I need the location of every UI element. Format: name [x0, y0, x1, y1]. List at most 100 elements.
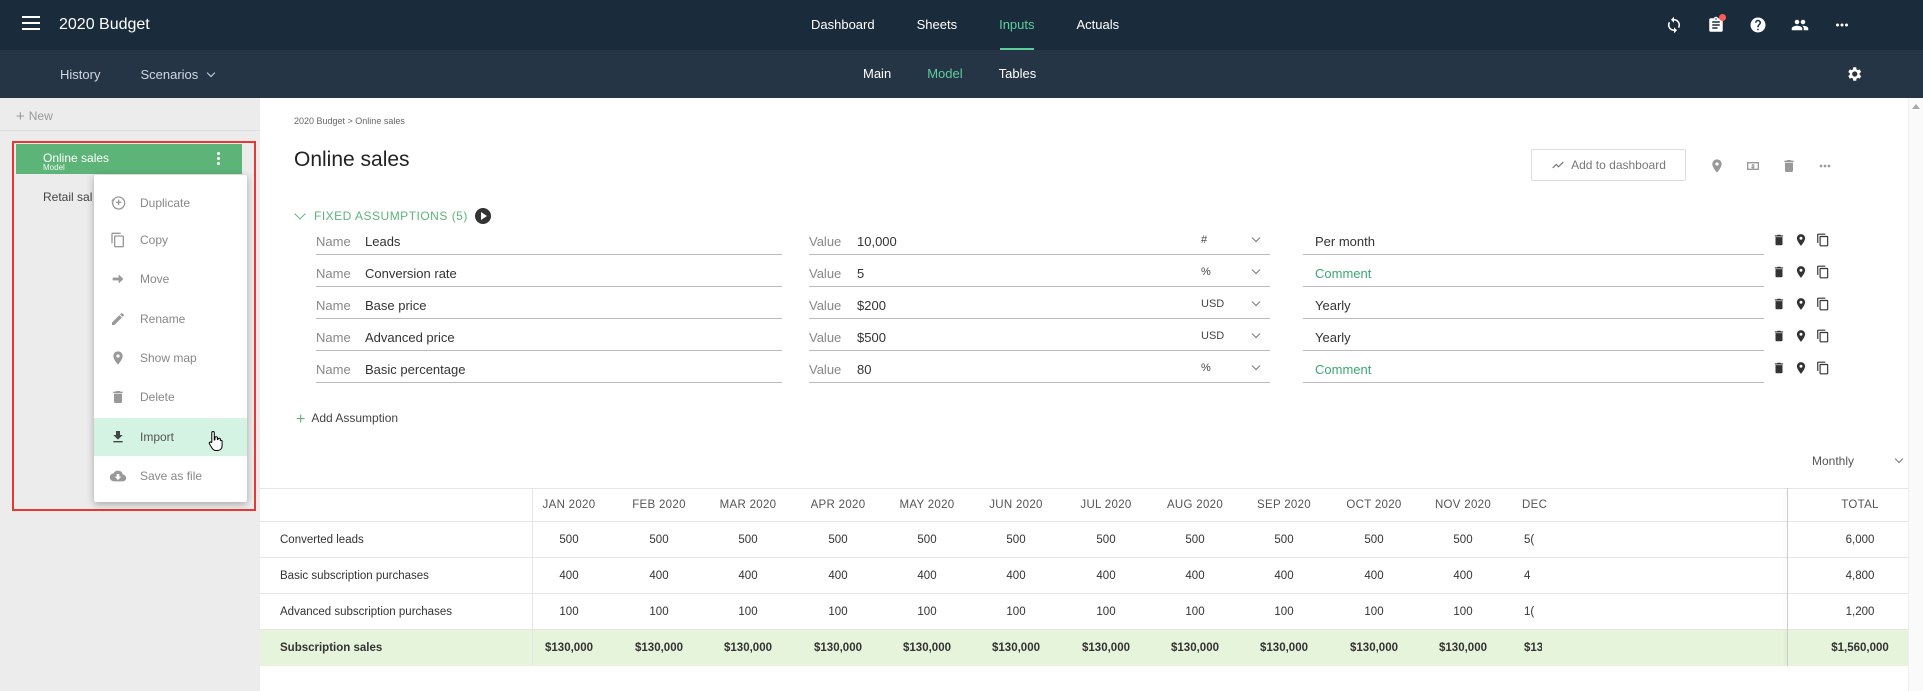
chevron-down-icon[interactable] [1251, 265, 1261, 275]
play-icon[interactable] [474, 208, 491, 224]
unit-select[interactable]: USD [1201, 298, 1225, 310]
fixed-assumptions-toggle[interactable]: FIXED ASSUMPTIONS (5) [294, 208, 491, 224]
menu-item-delete[interactable]: Delete [94, 379, 247, 415]
column-header: TOTAL [1841, 499, 1879, 511]
more-icon[interactable] [1813, 154, 1837, 178]
assumption-name-field[interactable]: Name Leads [316, 225, 782, 255]
menu-item-rename[interactable]: Rename [94, 301, 247, 337]
sync-icon[interactable] [1653, 0, 1695, 50]
pin-icon[interactable] [1792, 295, 1810, 313]
copy-icon[interactable] [1814, 295, 1832, 313]
top-bar-icons [1653, 0, 1863, 50]
nav-sheets[interactable]: Sheets [916, 17, 958, 32]
trash-icon[interactable] [1770, 327, 1788, 345]
trash-icon[interactable] [1770, 263, 1788, 281]
scroll-up-icon[interactable] [1912, 104, 1920, 109]
add-to-dashboard-button[interactable]: Add to dashboard [1531, 149, 1686, 181]
period-select[interactable]: Monthly [1812, 454, 1904, 468]
menu-item-import[interactable]: Import [94, 418, 247, 456]
menu-item-move[interactable]: Move [94, 261, 247, 297]
trash-icon[interactable] [1777, 154, 1801, 178]
scenarios-dropdown[interactable]: Scenarios [140, 67, 216, 82]
trash-icon[interactable] [1770, 295, 1788, 313]
gear-icon[interactable] [1845, 65, 1863, 83]
assumption-value-field[interactable]: Value $500 USD [809, 321, 1270, 351]
assumption-name-field[interactable]: Name Conversion rate [316, 257, 782, 287]
table-cell: $130,000 [1082, 642, 1130, 654]
table-cell: 500 [738, 533, 758, 546]
table-cell: 400 [1364, 569, 1384, 582]
column-header: MAY 2020 [899, 499, 955, 511]
users-icon[interactable] [1779, 0, 1821, 50]
assumption-value-field[interactable]: Value $200 USD [809, 289, 1270, 319]
assumption-comment-field[interactable]: Per month [1303, 225, 1764, 255]
add-assumption-button[interactable]: + Add Assumption [296, 411, 398, 429]
assumption-value-field[interactable]: Value 80% [809, 353, 1270, 383]
assumption-value: 80 [857, 362, 872, 377]
data-table: JAN 2020 FEB 2020 MAR 2020 APR 2020 MAY 2020… [260, 488, 1908, 666]
assumption-value-field[interactable]: Value 5% [809, 257, 1270, 287]
nav-inputs[interactable]: Inputs [978, 0, 1055, 50]
table-cell: 400 [559, 569, 579, 582]
unit-select[interactable]: % [1201, 266, 1211, 278]
nav-actuals[interactable]: Actuals [1076, 17, 1120, 32]
menu-item-copy[interactable]: Copy [94, 222, 247, 258]
tab-main[interactable]: Main [863, 66, 892, 81]
pin-icon[interactable] [1792, 327, 1810, 345]
table-cell: 100 [917, 605, 937, 618]
pencil-icon [112, 313, 124, 325]
history-link[interactable]: History [60, 66, 101, 82]
assumption-value: 10,000 [857, 234, 897, 249]
column-header: JAN 2020 [542, 499, 596, 511]
menu-item-duplicate[interactable]: Duplicate [94, 185, 247, 221]
unit-select[interactable]: USD [1201, 330, 1225, 342]
help-icon[interactable] [1737, 0, 1779, 50]
dollar-icon[interactable] [1741, 154, 1765, 178]
unit-select[interactable]: % [1201, 362, 1211, 374]
sidebar-item-retail-sales[interactable]: Retail sal [43, 190, 93, 204]
more-icon[interactable] [1821, 0, 1863, 50]
chevron-down-icon [1894, 454, 1904, 464]
trash-icon[interactable] [1770, 231, 1788, 249]
menu-item-show-map[interactable]: Show map [94, 340, 247, 376]
copy-icon[interactable] [1814, 263, 1832, 281]
pin-icon[interactable] [1792, 231, 1810, 249]
assumption-name-field[interactable]: Name Base price [316, 289, 782, 319]
copy-icon[interactable] [1814, 359, 1832, 377]
chevron-down-icon[interactable] [1251, 361, 1261, 371]
table-cell: 100 [738, 605, 758, 618]
pin-icon[interactable] [1792, 263, 1810, 281]
assumption-comment-field[interactable]: Yearly [1303, 289, 1764, 319]
sidebar-item-online-sales[interactable]: Online sales Model [16, 144, 242, 174]
new-button[interactable]: + New [16, 108, 53, 125]
notifications-icon[interactable] [1695, 0, 1737, 50]
assumption-comment-field[interactable]: Comment [1303, 257, 1764, 287]
menu-item-save-as-file[interactable]: Save as file [94, 458, 247, 494]
pin-icon[interactable] [1705, 154, 1729, 178]
vertical-scrollbar[interactable] [1908, 98, 1923, 691]
pin-icon[interactable] [1792, 359, 1810, 377]
kebab-menu-icon[interactable] [217, 152, 220, 166]
assumption-comment-field[interactable]: Yearly [1303, 321, 1764, 351]
breadcrumb[interactable]: 2020 Budget > Online sales [294, 116, 405, 126]
unit-select[interactable]: # [1201, 234, 1208, 246]
trash-icon[interactable] [1770, 359, 1788, 377]
assumption-value-field[interactable]: Value 10,000 # [809, 225, 1270, 255]
sub-left-nav: History Scenarios [60, 50, 216, 98]
nav-dashboard[interactable]: Dashboard [811, 17, 875, 32]
hamburger-menu-icon[interactable] [22, 16, 40, 30]
chevron-down-icon[interactable] [1251, 297, 1261, 307]
tab-model[interactable]: Model [927, 66, 963, 81]
chevron-down-icon[interactable] [1251, 233, 1261, 243]
assumption-name-field[interactable]: Name Advanced price [316, 321, 782, 351]
assumption-value: $500 [857, 330, 886, 345]
tab-tables[interactable]: Tables [998, 66, 1037, 81]
copy-icon[interactable] [1814, 327, 1832, 345]
assumption-comment-field[interactable]: Comment [1303, 353, 1764, 383]
copy-icon[interactable] [1814, 231, 1832, 249]
chevron-down-icon[interactable] [1251, 329, 1261, 339]
table-row: Converted leads 500 500 500 500 500 500 500 500 5… [260, 522, 1908, 558]
assumption-name-field[interactable]: Name Basic percentage [316, 353, 782, 383]
table-divider [532, 488, 533, 666]
pin-icon [110, 350, 126, 366]
